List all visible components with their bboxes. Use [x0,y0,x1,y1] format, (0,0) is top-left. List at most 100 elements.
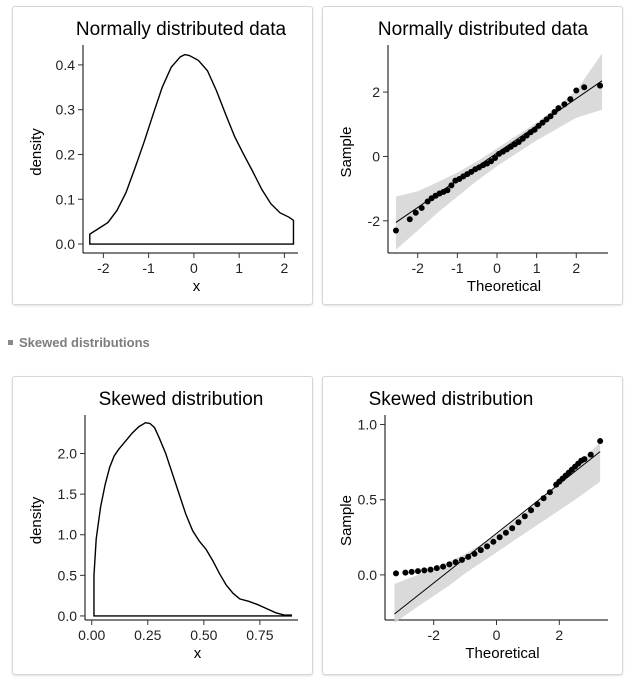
x-axis-label: x [193,278,201,295]
x-axis-label: Theoretical [467,278,541,295]
data-point [492,155,499,162]
data-point [587,451,594,458]
data-point [561,101,568,108]
y-axis-label: density [28,128,45,176]
x-tick-label: 0 [493,260,501,276]
y-tick-label: 1.0 [358,417,378,433]
data-point [471,550,478,557]
x-tick-label: 2 [281,260,289,276]
chart-title: Skewed distribution [369,389,534,410]
y-tick-label: 1.0 [58,527,78,543]
data-point [523,132,530,139]
x-axis-label: x [194,645,202,662]
y-axis-label: Sample [338,495,355,546]
chart-card-normal-qq: Normally distributed data -2 -1 0 1 2 -2 0 2 Theo… [322,6,623,305]
x-tick-label: 0.50 [190,627,217,643]
x-tick-label: 0.00 [78,627,105,643]
y-tick-label: -2 [368,213,381,229]
data-point [534,501,541,508]
data-point [573,87,580,94]
y-tick-label: 0.2 [56,146,76,162]
data-point [555,105,562,112]
data-point [392,570,399,577]
x-tick-label: 0 [493,627,501,643]
data-point [465,553,472,560]
y-tick-label: 2 [372,84,380,100]
y-tick-label: 1.5 [58,486,78,502]
data-point [414,568,421,575]
data-point [406,216,413,223]
y-tick-label: 0.0 [358,567,378,583]
data-point [539,119,546,126]
x-tick-label: 1 [533,260,541,276]
data-point [488,158,495,165]
data-point [581,456,588,463]
data-point [424,198,431,205]
y-tick-label: 0.3 [56,102,76,118]
data-point [490,538,497,545]
section-header: Skewed distributions [8,333,150,351]
y-axis-label: density [28,496,45,544]
data-point [402,569,409,576]
y-tick-label: 0.5 [58,567,78,583]
y-tick-label: 0.5 [358,492,378,508]
data-point [521,513,528,520]
data-point [484,543,491,550]
data-point [412,209,419,216]
data-point [540,495,547,502]
data-point [581,84,588,91]
data-point [477,547,484,554]
chart-card-skewed-qq: Skewed distribution -2 0 2 0.0 0.5 1.0 Theoreti… [322,376,623,675]
skewed-qq-chart: Skewed distribution -2 0 2 0.0 0.5 1.0 Theoreti… [338,389,608,662]
density-curve [89,53,295,245]
reference-line [394,451,601,615]
data-point [509,525,516,532]
data-point [546,489,553,496]
data-point [597,438,604,445]
normal-density-chart: Normally distributed data -2 -1 0 1 2 0.0 0.1 0.… [28,19,298,295]
x-tick-label: -1 [142,260,155,276]
chart-card-skewed-density: Skewed distribution 0.00 0.25 0.50 0.75 0.0 0.… [12,376,313,675]
x-tick-label: -1 [451,260,464,276]
data-point [502,529,509,536]
data-point [567,96,574,103]
data-point [597,82,604,89]
data-point [496,534,503,541]
y-tick-label: 0.0 [58,608,78,624]
y-tick-label: 0 [372,148,380,164]
chart-card-normal-density: Normally distributed data -2 -1 0 1 2 0.0 0.1 0.… [12,6,313,305]
y-tick-label: 0.1 [56,191,76,207]
data-point [427,566,434,573]
section-label: Skewed distributions [19,334,150,350]
x-tick-label: -2 [97,260,110,276]
data-point [418,204,425,211]
chart-title: Normally distributed data [378,19,589,40]
data-point [515,519,522,526]
x-tick-label: -2 [412,260,425,276]
bullet-icon [8,339,13,345]
normal-qq-chart: Normally distributed data -2 -1 0 1 2 -2 0 2 Theo… [338,19,608,295]
data-point [433,565,440,572]
density-curve [93,421,292,617]
data-point [446,561,453,568]
data-point [551,109,558,116]
data-point [458,556,465,563]
x-tick-label: 1 [235,260,243,276]
data-point [444,187,451,194]
y-tick-label: 0.0 [56,236,76,252]
data-point [547,113,554,120]
data-point [440,563,447,570]
chart-title: Normally distributed data [76,19,287,40]
x-tick-label: 0.25 [134,627,161,643]
x-tick-label: 2 [555,627,563,643]
x-tick-label: -2 [427,627,440,643]
data-point [408,568,415,575]
data-point [535,122,542,129]
confidence-band [394,442,601,624]
x-tick-label: 0.75 [246,627,273,643]
data-point [515,138,522,145]
data-point [392,227,399,234]
y-tick-label: 0.4 [56,57,76,73]
y-axis-label: Sample [338,127,355,178]
skewed-density-chart: Skewed distribution 0.00 0.25 0.50 0.75 0.0 0.… [28,389,298,662]
